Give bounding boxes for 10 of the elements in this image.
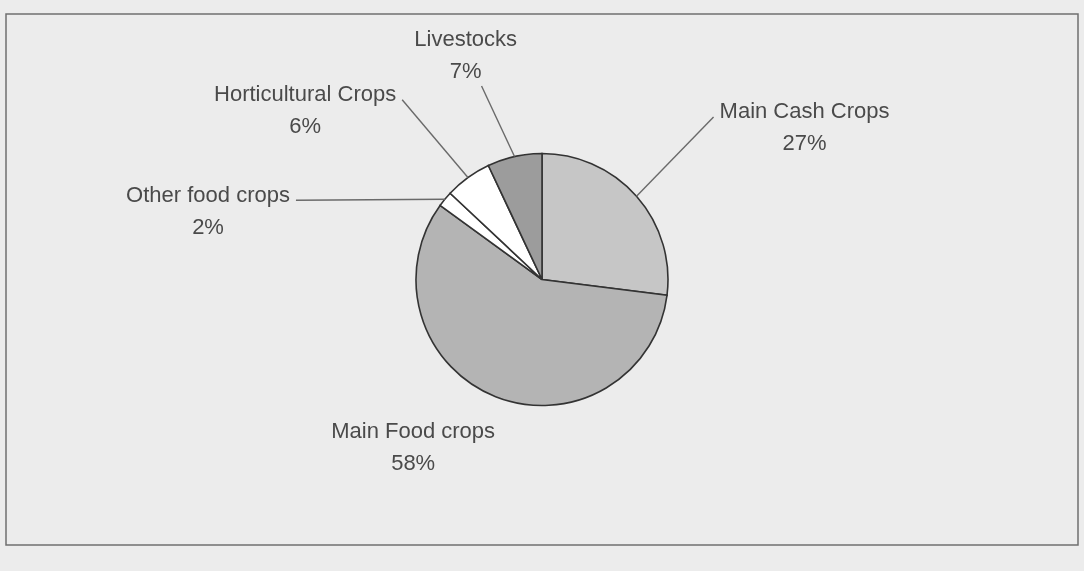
data-label: 27% [782, 130, 827, 156]
slice-label: Other food crops [126, 181, 290, 207]
slice-label: Livestocks [414, 26, 518, 52]
data-label: 6% [289, 113, 321, 139]
data-label: 58% [391, 449, 436, 475]
data-label: 7% [449, 58, 482, 84]
slice-label: Horticultural Crops [214, 81, 397, 107]
slice-label: Main Cash Crops [719, 98, 890, 124]
data-label: 2% [192, 213, 224, 239]
slice-label: Main Food crops [331, 417, 496, 443]
